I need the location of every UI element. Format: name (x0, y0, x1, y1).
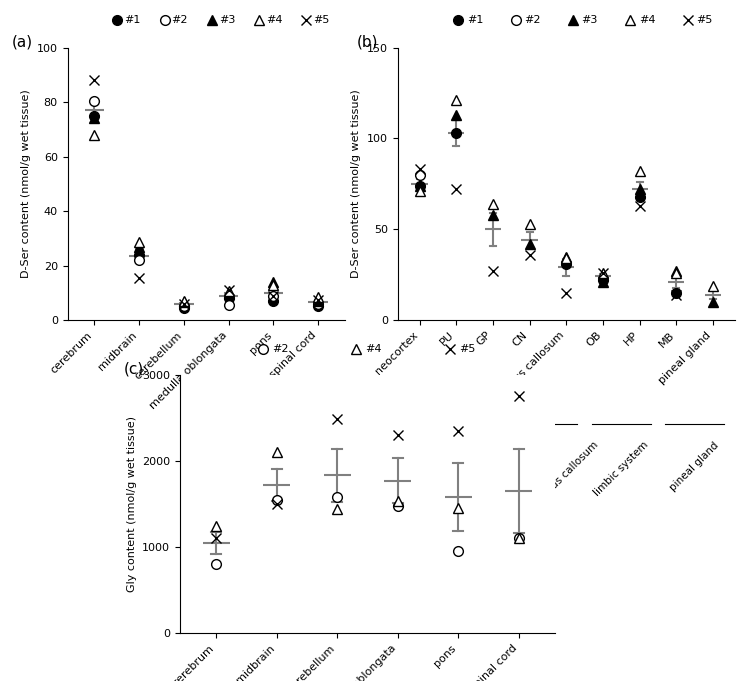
Text: #5: #5 (696, 16, 712, 25)
Y-axis label: D-Ser content (nmol/g wet tissue): D-Ser content (nmol/g wet tissue) (21, 89, 32, 279)
Text: #3: #3 (219, 16, 235, 25)
Text: #1: #1 (124, 16, 141, 25)
Text: corpus callosum: corpus callosum (532, 440, 600, 507)
Text: #2: #2 (172, 16, 188, 25)
Text: pineal gland: pineal gland (668, 440, 721, 492)
Text: (c): (c) (124, 362, 144, 377)
Text: basal ganglia: basal ganglia (465, 440, 521, 496)
Text: #5: #5 (313, 16, 329, 25)
Text: limbic system: limbic system (592, 440, 650, 498)
Text: #4: #4 (266, 16, 283, 25)
Text: #5: #5 (459, 344, 476, 353)
Text: #4: #4 (639, 16, 656, 25)
Y-axis label: D-Ser content (nmol/g wet tissue): D-Ser content (nmol/g wet tissue) (351, 89, 361, 279)
Text: #2: #2 (272, 344, 288, 353)
Text: (a): (a) (12, 34, 33, 49)
Text: #1: #1 (466, 16, 483, 25)
Y-axis label: Gly content (nmol/g wet tissue): Gly content (nmol/g wet tissue) (127, 416, 136, 592)
Text: #4: #4 (366, 344, 382, 353)
Text: #3: #3 (581, 16, 598, 25)
Text: (b): (b) (357, 34, 379, 49)
Text: #2: #2 (524, 16, 541, 25)
